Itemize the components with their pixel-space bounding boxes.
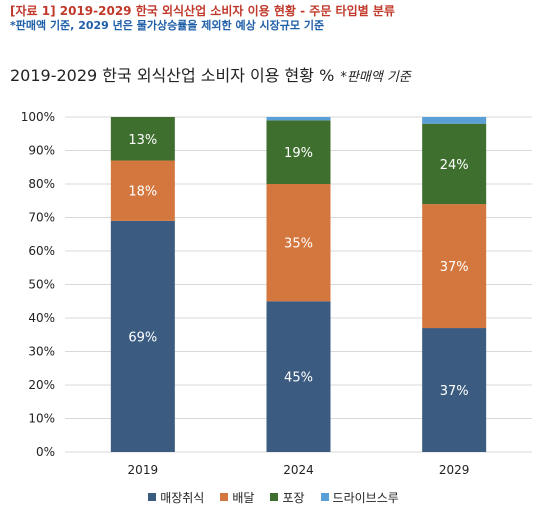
bar-segment bbox=[422, 117, 487, 124]
data-label: 35% bbox=[284, 237, 313, 252]
y-tick-label: 30% bbox=[28, 345, 55, 359]
chart-title-unit: % bbox=[319, 66, 335, 85]
bar-segment bbox=[110, 220, 175, 452]
data-label: 18% bbox=[128, 185, 157, 200]
legend-item: 매장취식 bbox=[148, 489, 204, 506]
legend-label: 배달 bbox=[232, 491, 255, 505]
data-label: 37% bbox=[440, 260, 469, 275]
legend-item: 배달 bbox=[220, 489, 254, 506]
legend-label: 드라이브스루 bbox=[332, 491, 399, 505]
data-label: 45% bbox=[284, 371, 313, 386]
bar-segment bbox=[266, 117, 331, 121]
y-tick-label: 20% bbox=[28, 378, 55, 392]
bar-segment bbox=[110, 160, 175, 221]
x-category-label: 2029 bbox=[439, 463, 470, 477]
bar-segment bbox=[422, 123, 487, 205]
legend-swatch bbox=[220, 493, 229, 501]
y-tick-label: 50% bbox=[28, 278, 55, 292]
y-tick-label: 80% bbox=[28, 177, 55, 191]
legend-label: 매장취식 bbox=[160, 491, 205, 505]
y-tick-label: 70% bbox=[28, 211, 55, 225]
y-tick-label: 40% bbox=[28, 311, 55, 325]
y-tick-label: 10% bbox=[28, 412, 55, 426]
x-category-label: 2019 bbox=[128, 463, 159, 477]
bar-segment bbox=[110, 117, 175, 161]
legend-item: 드라이브스루 bbox=[320, 489, 399, 506]
figure-note: *판매액 기준, 2029 년은 물가상승률을 제외한 예상 시장규모 기준 bbox=[10, 19, 325, 32]
legend-label: 포장 bbox=[282, 491, 305, 505]
figure-caption: [자료 1] 2019-2029 한국 외식산업 소비자 이용 현황 - 주문 … bbox=[10, 4, 395, 18]
legend-swatch bbox=[148, 493, 157, 501]
chart-title: 2019-2029 한국 외식산업 소비자 이용 현황 % *판매액 기준 bbox=[10, 62, 411, 86]
y-tick-label: 60% bbox=[28, 244, 55, 258]
data-label: 69% bbox=[128, 330, 157, 345]
data-label: 24% bbox=[440, 158, 469, 173]
data-label: 37% bbox=[440, 384, 469, 399]
legend-item: 포장 bbox=[270, 489, 305, 506]
bar-segment bbox=[266, 120, 331, 184]
y-tick-label: 0% bbox=[36, 445, 55, 459]
x-category-label: 2024 bbox=[283, 463, 314, 477]
data-label: 13% bbox=[128, 133, 157, 148]
bar-segment bbox=[422, 204, 487, 329]
legend-swatch bbox=[270, 493, 279, 501]
legend-swatch bbox=[320, 493, 329, 501]
bar-segment bbox=[266, 301, 331, 452]
data-label: 19% bbox=[284, 146, 313, 161]
bar-segment bbox=[422, 328, 487, 452]
chart-legend: 매장취식 배달 포장 드라이브스루 bbox=[0, 489, 547, 506]
chart-title-note: *판매액 기준 bbox=[340, 70, 411, 85]
y-tick-label: 100% bbox=[21, 110, 55, 124]
bar-segment bbox=[266, 184, 331, 302]
y-tick-label: 90% bbox=[28, 144, 55, 158]
chart-title-text: 2019-2029 한국 외식산업 소비자 이용 현황 bbox=[10, 66, 315, 85]
